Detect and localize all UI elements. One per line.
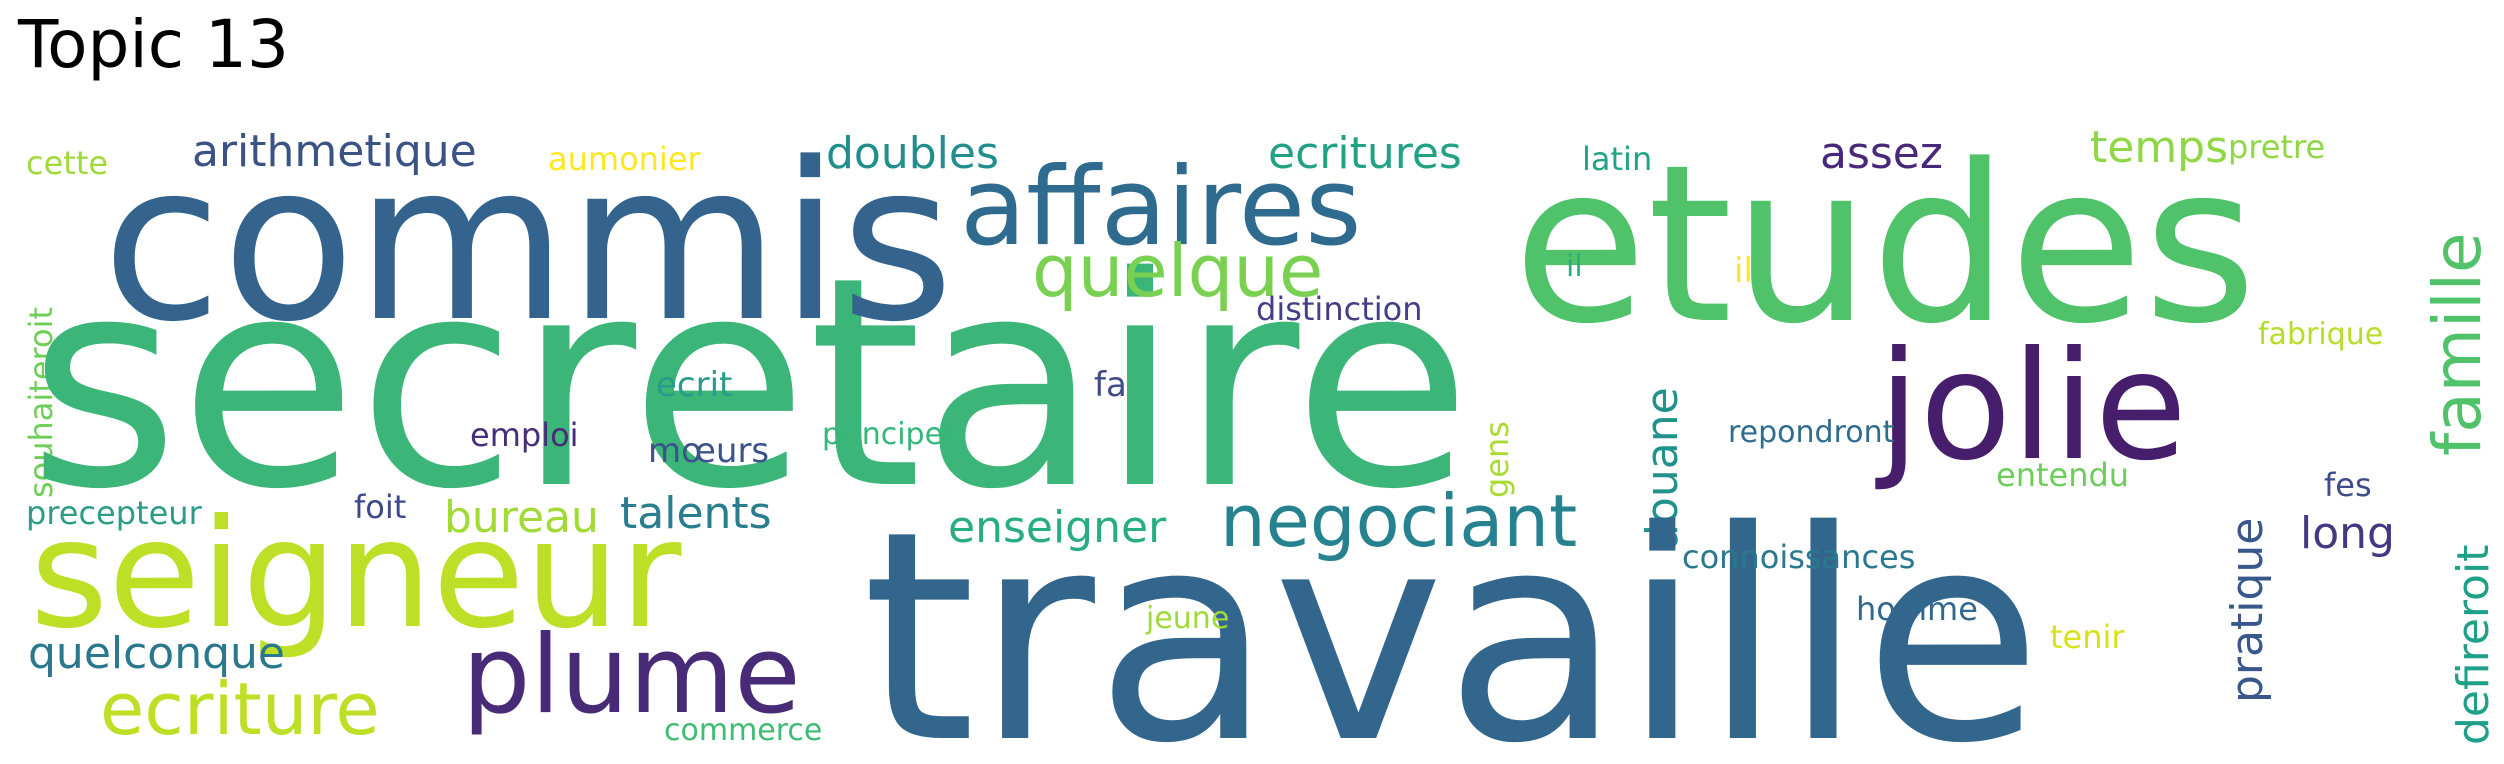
word-travaille: travaille [862, 470, 2042, 764]
word-quelque: quelque [1032, 229, 1323, 313]
word-cette: cette [26, 144, 108, 182]
word-agriculture: gens [1478, 421, 1516, 498]
word-etudes: etudes [1513, 119, 2257, 372]
word-commerce: commerce [664, 713, 822, 748]
word-repondront: repondront [1728, 415, 1895, 450]
word-connoissances: connoissances [1682, 538, 1915, 576]
word-latin: latin [1582, 140, 1652, 178]
word-foit: foit [354, 488, 406, 526]
word-defireroit: defireroit [2448, 545, 2499, 745]
word-commis: commis [102, 117, 954, 370]
word-fabrique: fabrique [2258, 317, 2383, 352]
word-jeune: jeune [1145, 601, 1229, 636]
word-long: long [2300, 508, 2395, 559]
word-arithmetique: arithmetique [192, 126, 477, 177]
word-assez: assez [1820, 128, 1943, 179]
word-affaires: affaires [960, 145, 1362, 270]
word-plume: plume [462, 613, 801, 738]
word-principes: principes [822, 417, 959, 452]
word-famille: famille [2419, 232, 2496, 456]
topic-title: Topic 13 [18, 6, 289, 83]
word-pratique: pratique [2222, 518, 2273, 703]
word-homme: homme [1856, 590, 1978, 628]
word-jolie: jolie [1875, 320, 2187, 494]
word-moeurs: mœurs [648, 431, 769, 471]
word-pretre: pretre [2228, 128, 2325, 166]
word-quelconque: quelconque [28, 628, 285, 679]
word-ecriture: ecriture [100, 667, 380, 751]
word-talents: talents [620, 488, 772, 539]
word-seigneur: seigneur [30, 488, 682, 662]
word-doubles: doubles [826, 128, 999, 179]
word-emploi: emploi [470, 416, 579, 454]
word-temps: temps [2090, 122, 2228, 173]
word-negociant: negociant [1220, 479, 1577, 563]
word-enseigner: enseigner [948, 502, 1167, 553]
word-secretaire: secretaire [28, 216, 1472, 553]
word-fes: fes [2324, 466, 2372, 504]
word-entendu: entendu [1996, 456, 2129, 494]
word-ecrit: ecrit [656, 365, 732, 405]
word-ecritures: ecritures [1268, 128, 1462, 179]
word-tenir: tenir [2050, 618, 2125, 656]
word-douane: douane [1637, 387, 1688, 552]
word-precepteur: precepteur [26, 494, 203, 532]
word-fa: fa [1094, 365, 1127, 405]
word-aumonier: aumonier [548, 140, 702, 178]
word-souhaiteroit: souhaiteroit [22, 307, 60, 498]
word-gens: il [1566, 249, 1583, 284]
word-il: il [1734, 251, 1753, 291]
word-distinction: distinction [1256, 290, 1422, 328]
word-bureau: bureau [444, 492, 599, 543]
